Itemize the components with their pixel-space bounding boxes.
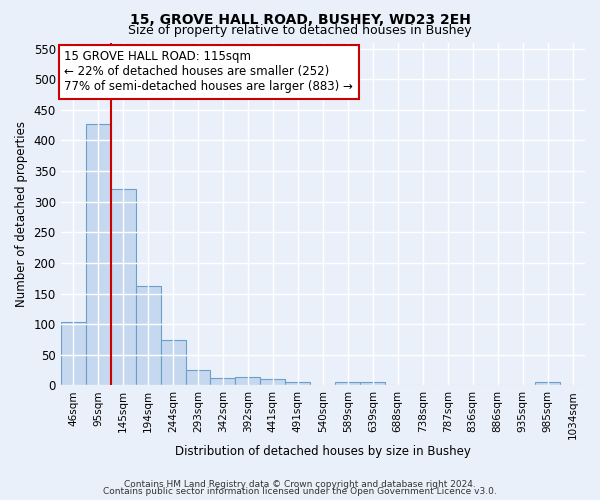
Bar <box>61 322 86 386</box>
Text: Contains public sector information licensed under the Open Government Licence v3: Contains public sector information licen… <box>103 488 497 496</box>
Bar <box>235 378 260 386</box>
Text: Size of property relative to detached houses in Bushey: Size of property relative to detached ho… <box>128 24 472 37</box>
Text: 15, GROVE HALL ROAD, BUSHEY, WD23 2EH: 15, GROVE HALL ROAD, BUSHEY, WD23 2EH <box>130 12 470 26</box>
X-axis label: Distribution of detached houses by size in Bushey: Distribution of detached houses by size … <box>175 444 471 458</box>
Bar <box>335 382 360 386</box>
Bar <box>86 124 110 386</box>
Bar <box>185 370 211 386</box>
Bar <box>535 382 560 386</box>
Y-axis label: Number of detached properties: Number of detached properties <box>15 121 28 307</box>
Text: Contains HM Land Registry data © Crown copyright and database right 2024.: Contains HM Land Registry data © Crown c… <box>124 480 476 489</box>
Bar <box>211 378 235 386</box>
Bar <box>260 380 286 386</box>
Bar <box>136 286 161 386</box>
Bar <box>110 190 136 386</box>
Bar <box>360 382 385 386</box>
Text: 15 GROVE HALL ROAD: 115sqm
← 22% of detached houses are smaller (252)
77% of sem: 15 GROVE HALL ROAD: 115sqm ← 22% of deta… <box>64 50 353 94</box>
Bar <box>161 340 185 386</box>
Bar <box>286 382 310 386</box>
